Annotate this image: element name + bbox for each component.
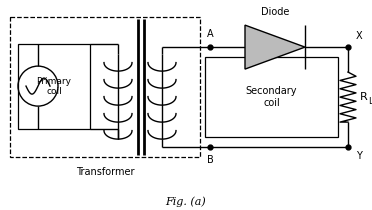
Polygon shape [245, 25, 305, 69]
Text: X: X [356, 31, 363, 41]
Text: L: L [368, 97, 372, 106]
Text: Fig. (a): Fig. (a) [166, 196, 206, 207]
Text: Y: Y [356, 151, 362, 161]
Text: Secondary
coil: Secondary coil [246, 86, 297, 108]
Bar [205, 57, 338, 137]
Text: R: R [360, 92, 368, 102]
Text: A: A [207, 29, 213, 39]
Bar [18, 44, 90, 129]
Text: B: B [206, 155, 214, 165]
Text: Transformer: Transformer [76, 167, 134, 177]
Bar [10, 17, 200, 157]
Text: Primary
coil: Primary coil [36, 77, 71, 96]
Text: Diode: Diode [261, 7, 289, 17]
